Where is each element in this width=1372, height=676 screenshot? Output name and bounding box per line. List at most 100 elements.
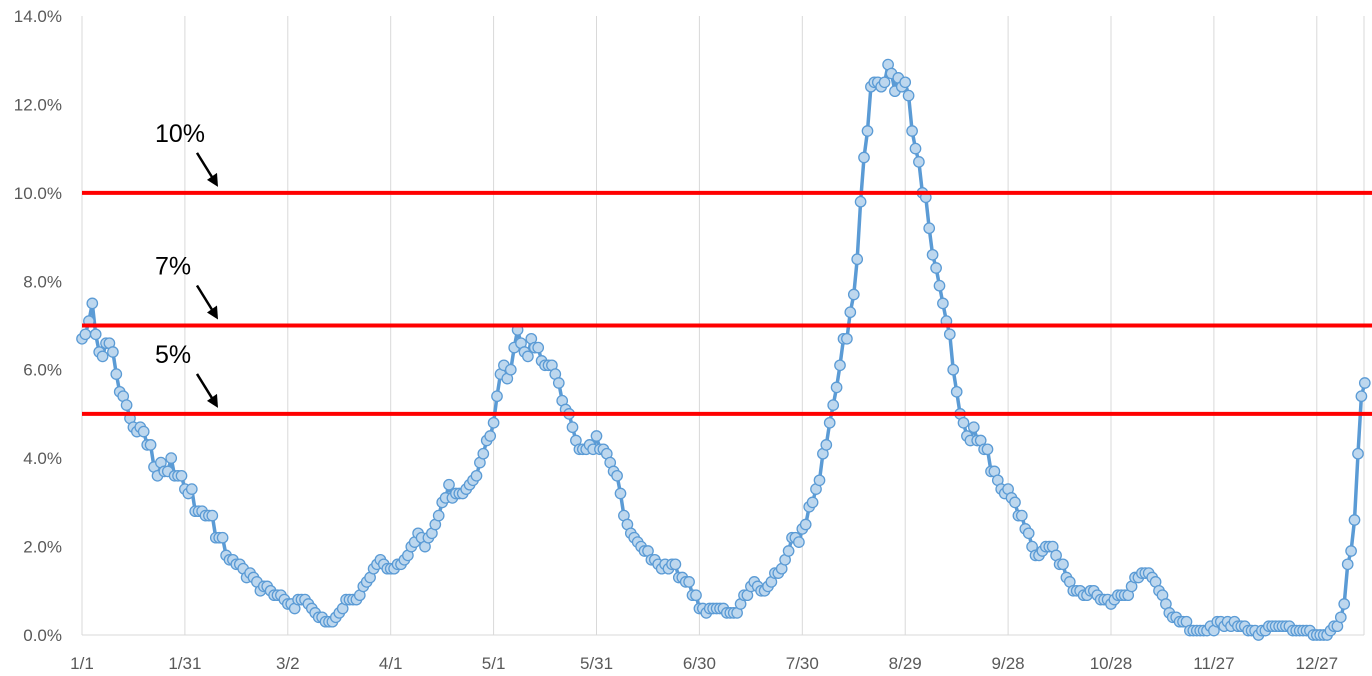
data-point: [851, 253, 864, 266]
data-point: [175, 469, 188, 482]
data-point: [1341, 558, 1354, 571]
data-point: [614, 487, 627, 500]
data-point: [216, 531, 229, 544]
data-point: [107, 346, 119, 358]
data-point: [683, 576, 695, 588]
data-point: [96, 350, 109, 363]
y-tick-label: 8.0%: [23, 272, 62, 291]
data-point: [834, 359, 846, 372]
data-point: [841, 332, 853, 345]
data-point: [144, 439, 157, 451]
data-point: [86, 297, 99, 310]
data-point: [477, 447, 490, 460]
data-point: [878, 76, 891, 89]
data-point: [799, 518, 812, 531]
x-tick-label: 6/30: [683, 654, 716, 673]
data-point: [854, 195, 867, 208]
data-point: [906, 125, 918, 137]
data-point: [532, 341, 545, 354]
x-tick-label: 11/27: [1193, 654, 1234, 673]
data-point: [933, 279, 946, 292]
data-point: [827, 399, 840, 411]
x-tick-label: 9/28: [992, 654, 1025, 673]
data-point: [504, 363, 517, 376]
data-point: [1015, 509, 1028, 522]
x-tick-label: 1/1: [70, 654, 94, 673]
data-point: [690, 589, 702, 602]
reference-label-10: 10%: [155, 120, 205, 148]
data-point: [937, 297, 949, 310]
x-tick-label: 12/27: [1296, 654, 1339, 673]
y-tick-label: 6.0%: [23, 361, 62, 380]
data-point: [1345, 545, 1357, 557]
data-point: [611, 469, 623, 482]
data-point: [1009, 496, 1021, 509]
data-point: [930, 262, 942, 274]
data-point: [1334, 611, 1347, 624]
data-point: [902, 89, 915, 102]
x-tick-label: 1/31: [168, 654, 201, 673]
data-point: [1355, 390, 1368, 403]
data-point: [206, 509, 219, 522]
y-tick-label: 4.0%: [23, 449, 62, 468]
data-point: [1057, 558, 1069, 571]
series-layer: [76, 58, 1371, 641]
data-point: [185, 483, 198, 495]
data-point: [1022, 527, 1035, 540]
x-axis-tick-labels: 1/1 1/31 3/2 4/1 5/1 5/31 6/30 7/30 8/29 9/28 10/2…: [70, 654, 1338, 673]
data-point: [552, 377, 565, 389]
reference-arrowhead-5: [207, 393, 218, 408]
data-point: [913, 156, 925, 168]
x-tick-label: 8/29: [889, 654, 922, 673]
data-point: [1358, 377, 1371, 389]
y-tick-label: 2.0%: [23, 538, 62, 557]
data-point: [967, 421, 980, 434]
reference-label-7: 7%: [155, 253, 191, 281]
data-point: [590, 430, 603, 442]
data-point: [820, 439, 833, 451]
data-point: [957, 416, 970, 429]
data-point: [443, 478, 455, 491]
data-point: [858, 151, 870, 164]
data-point: [165, 452, 178, 464]
data-point: [566, 421, 579, 434]
data-point: [844, 306, 857, 319]
data-point: [923, 222, 936, 235]
data-point: [793, 536, 805, 548]
x-tick-label: 4/1: [379, 654, 403, 673]
data-point: [1352, 447, 1364, 460]
data-point: [470, 469, 483, 482]
data-point: [669, 558, 682, 571]
data-point: [491, 390, 503, 403]
data-point: [484, 430, 497, 442]
data-point: [782, 545, 795, 557]
x-tick-label: 10/28: [1090, 654, 1133, 673]
data-point: [830, 381, 843, 394]
data-point: [1338, 598, 1351, 610]
data-point: [847, 288, 860, 301]
y-tick-label: 14.0%: [14, 7, 62, 26]
reference-label-5: 5%: [155, 341, 191, 369]
data-point: [110, 368, 123, 380]
y-tick-label: 0.0%: [23, 626, 62, 645]
data-point: [806, 496, 819, 509]
data-point: [813, 474, 826, 487]
data-point: [926, 248, 939, 261]
x-tick-label: 7/30: [786, 654, 819, 673]
x-tick-label: 3/2: [276, 654, 300, 673]
series-line: [80, 62, 1367, 637]
data-point: [79, 328, 92, 341]
reference-arrowhead-10: [207, 172, 218, 187]
data-point: [522, 350, 534, 363]
x-tick-label: 5/31: [580, 654, 613, 673]
y-tick-label: 12.0%: [14, 95, 62, 114]
reference-arrowhead-7: [207, 305, 218, 320]
y-tick-label: 10.0%: [14, 184, 62, 203]
data-point: [861, 125, 874, 137]
data-point: [1348, 514, 1361, 526]
data-point: [947, 363, 960, 376]
reference-lines: 10% 7% 5%: [82, 120, 1372, 416]
data-point: [120, 399, 133, 411]
data-point: [487, 416, 500, 429]
